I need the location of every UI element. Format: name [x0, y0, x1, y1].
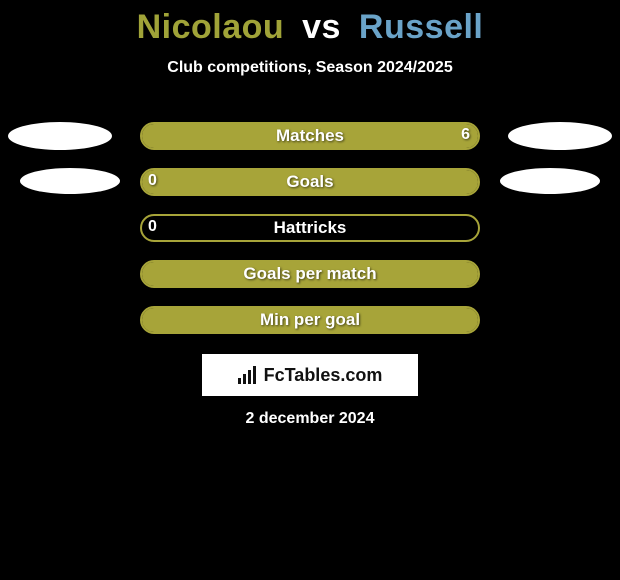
- vs-text: vs: [302, 8, 341, 46]
- stat-row: Min per goal: [0, 302, 620, 348]
- bar-fill-left: [142, 124, 478, 148]
- bar-fill-left: [142, 170, 478, 194]
- stat-row: Hattricks 0: [0, 210, 620, 256]
- stat-rows: Matches 6 Goals 0 Hattricks 0: [0, 118, 620, 348]
- stat-value-right: 6: [461, 126, 470, 144]
- chart-bars-icon: [238, 366, 260, 384]
- bar-fill-left: [142, 308, 478, 332]
- brand: FcTables.com: [238, 365, 383, 386]
- brand-badge: FcTables.com: [202, 354, 418, 396]
- player2-name: Russell: [359, 8, 483, 46]
- stat-row: Goals 0: [0, 164, 620, 210]
- stat-bar: [140, 214, 480, 242]
- page-title: Nicolaou vs Russell: [0, 0, 620, 47]
- stat-bar: [140, 260, 480, 288]
- stat-bar: [140, 306, 480, 334]
- subtitle: Club competitions, Season 2024/2025: [0, 59, 620, 77]
- stat-row: Matches 6: [0, 118, 620, 164]
- stat-value-left: 0: [148, 172, 157, 190]
- stat-bar: [140, 122, 480, 150]
- brand-text: FcTables.com: [264, 365, 383, 386]
- stat-value-left: 0: [148, 218, 157, 236]
- stat-bar: [140, 168, 480, 196]
- stat-row: Goals per match: [0, 256, 620, 302]
- bar-fill-left: [142, 262, 478, 286]
- comparison-infographic: Nicolaou vs Russell Club competitions, S…: [0, 0, 620, 580]
- player1-name: Nicolaou: [137, 8, 285, 46]
- date-text: 2 december 2024: [0, 410, 620, 428]
